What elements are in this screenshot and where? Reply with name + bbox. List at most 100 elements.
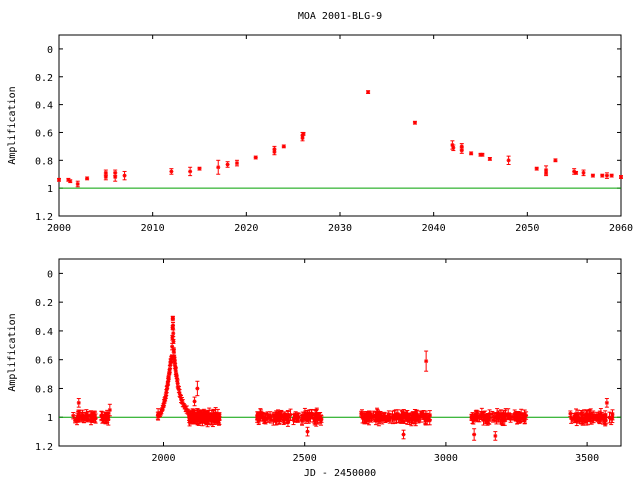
data-point (569, 412, 574, 424)
point-marker (211, 418, 215, 423)
data-point (315, 413, 320, 425)
data-point (57, 177, 61, 182)
x-tick-label: 2020 (234, 223, 258, 234)
data-point (305, 426, 310, 437)
point-marker (470, 416, 475, 421)
y-tick-label: 1.2 (35, 442, 53, 453)
data-point (288, 408, 293, 421)
data-point (366, 90, 371, 94)
point-marker (192, 399, 197, 404)
point-marker (390, 414, 395, 419)
point-marker (173, 369, 178, 373)
point-marker (278, 414, 282, 419)
data-point (427, 410, 432, 420)
point-marker (363, 413, 367, 417)
point-marker (306, 412, 310, 417)
point-marker (553, 158, 558, 163)
data-point (401, 429, 406, 440)
data-point (506, 155, 511, 165)
point-marker (213, 415, 217, 419)
point-marker (303, 412, 308, 416)
data-point (105, 411, 110, 423)
point-marker (373, 414, 378, 419)
data-point (73, 417, 78, 424)
point-marker (312, 417, 317, 421)
point-marker (459, 148, 464, 153)
point-marker (281, 144, 286, 149)
data-point (188, 166, 193, 177)
data-point (609, 173, 614, 178)
point-marker (595, 416, 600, 420)
data-point (593, 413, 598, 421)
point-marker (406, 415, 411, 420)
point-marker (417, 415, 422, 419)
point-marker (481, 414, 485, 419)
point-marker (107, 408, 112, 412)
point-marker (582, 412, 587, 417)
panel-bottom: 0 0.2 0.4 0.6 0.8 1 1.2 2000 2500 3000 3500 Amplifi… (7, 258, 622, 479)
point-marker (500, 418, 505, 423)
x-tick-label: 2060 (609, 223, 633, 234)
data-point (486, 414, 491, 425)
point-marker (610, 415, 615, 420)
point-marker (469, 151, 473, 156)
data-point (619, 175, 623, 179)
point-marker (197, 166, 202, 171)
data-point (412, 408, 417, 422)
point-marker (296, 415, 300, 419)
point-marker (175, 381, 180, 386)
data-point (572, 413, 577, 421)
point-marker (413, 120, 417, 125)
point-marker (225, 162, 230, 167)
point-marker (171, 331, 176, 336)
y-tick-label: 0.4 (35, 327, 53, 338)
point-marker (301, 132, 306, 136)
point-marker (188, 169, 192, 174)
data-point (85, 414, 90, 423)
point-marker (591, 173, 595, 178)
data-point (301, 131, 306, 136)
point-marker (57, 177, 61, 182)
point-marker (568, 411, 573, 416)
data-point (234, 159, 239, 167)
point-marker (315, 417, 320, 421)
point-marker (473, 412, 478, 417)
point-marker (385, 415, 390, 419)
point-marker (90, 415, 95, 420)
point-marker (581, 170, 586, 175)
point-marker (424, 359, 428, 363)
data-point (85, 176, 90, 181)
data-point (76, 411, 81, 423)
data-point (451, 144, 456, 152)
point-marker (516, 414, 521, 419)
point-marker (522, 412, 527, 416)
data-point (417, 414, 422, 420)
data-point (568, 410, 573, 418)
data-point (169, 168, 174, 175)
point-marker (506, 414, 510, 419)
point-marker (85, 176, 89, 181)
point-marker (393, 416, 397, 421)
y-tick-label: 0.2 (35, 298, 53, 309)
data-point (197, 166, 202, 171)
point-marker (605, 173, 609, 178)
data-point (506, 413, 511, 420)
data-point (590, 173, 595, 178)
data-point (103, 169, 108, 177)
point-marker (262, 418, 267, 423)
data-point (501, 410, 506, 418)
data-point (75, 180, 80, 188)
data-point (581, 169, 586, 177)
point-marker (172, 350, 176, 355)
data-point (319, 414, 324, 426)
x-tick-label: 2040 (422, 223, 446, 234)
y-tick-label: 0.8 (35, 384, 53, 395)
data-point (493, 431, 498, 441)
point-marker (216, 415, 221, 420)
data-point (459, 147, 464, 154)
data-point (582, 409, 587, 420)
point-marker (594, 415, 598, 419)
y-tick-label: 1 (47, 184, 53, 195)
data-point (262, 416, 267, 424)
